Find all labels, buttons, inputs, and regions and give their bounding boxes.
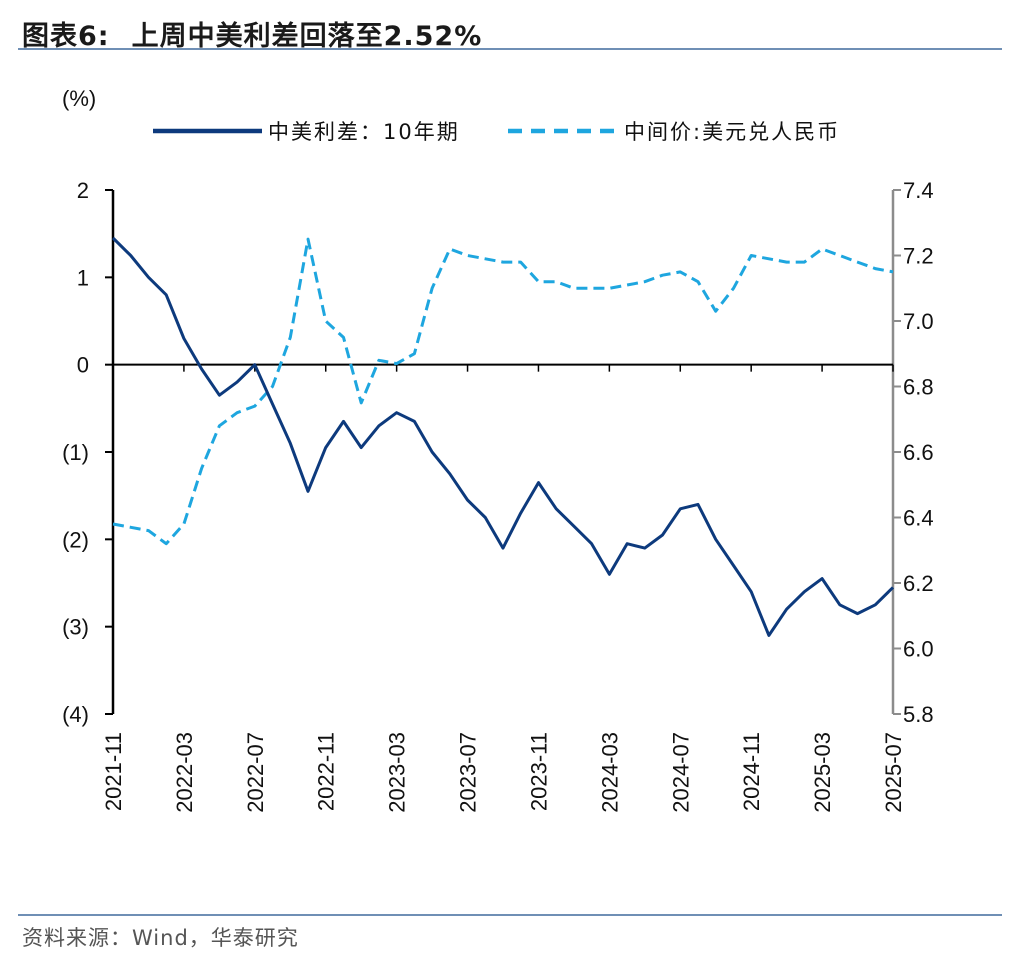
right-axis-tick-label: 6.8 [903, 375, 934, 400]
x-axis-tick-label: 2022-07 [243, 732, 268, 813]
right-axis-tick-label: 6.2 [903, 571, 934, 596]
top-divider [18, 48, 1002, 50]
x-axis-tick-label: 2021-11 [101, 732, 126, 811]
series-line-10y-spread [111, 236, 895, 637]
right-axis-tick-label: 5.8 [903, 702, 934, 727]
chart-title: 上周中美利差回落至2.52% [131, 21, 483, 52]
left-axis-tick-label: (2) [62, 527, 89, 552]
x-axis-tick-label: 2024-03 [597, 732, 622, 813]
figure-label: 图表6: [22, 21, 110, 52]
x-axis-tick-label: 2025-07 [881, 732, 906, 813]
right-axis-tick-label: 6.4 [903, 506, 934, 531]
left-axis-tick-label: 1 [77, 265, 89, 290]
right-axis-tick-label: 6.6 [903, 440, 934, 465]
legend-fx-label: 中间价:美元兑人民币 [624, 120, 840, 144]
x-axis-tick-label: 2025-03 [810, 732, 835, 813]
chart-title-block: 图表6: 上周中美利差回落至2.52% [22, 14, 482, 53]
right-axis-tick-label: 7.4 [903, 178, 934, 203]
bottom-divider [18, 914, 1002, 916]
x-axis-tick-label: 2023-03 [385, 732, 410, 813]
plot-layer [111, 236, 895, 637]
unit-label: (%) [62, 86, 96, 111]
right-axis-tick-label: 7.2 [903, 244, 934, 269]
series-line-usdcny-fixing [112, 237, 894, 546]
legend: 中美利差：10年期 中间价:美元兑人民币 [153, 120, 840, 144]
x-axis-tick-label: 2022-03 [172, 732, 197, 813]
axes-layer: 2 1 0 (1) (2) (3) (4) 7.4 7.2 7.0 6.8 6.6 6.4 6.2 6.0 5… [62, 178, 933, 813]
left-axis-tick-label: (1) [62, 440, 89, 465]
x-axis-tick-label: 2023-07 [456, 732, 481, 813]
left-axis-tick-label: (3) [62, 615, 89, 640]
source-note: 资料来源：Wind，华泰研究 [22, 926, 299, 950]
right-axis-tick-label: 6.0 [903, 637, 934, 662]
left-axis-tick-label: (4) [62, 702, 89, 727]
x-axis-tick-label: 2024-11 [739, 732, 764, 811]
legend-spread-label: 中美利差：10年期 [268, 120, 460, 144]
left-axis-tick-label: 0 [77, 353, 89, 378]
x-axis-tick-label: 2023-11 [526, 732, 551, 811]
left-axis-tick-label: 2 [77, 178, 89, 203]
right-axis-tick-label: 7.0 [903, 309, 934, 334]
x-axis-tick-label: 2022-11 [314, 732, 339, 811]
x-axis-tick-label: 2024-07 [668, 732, 693, 813]
